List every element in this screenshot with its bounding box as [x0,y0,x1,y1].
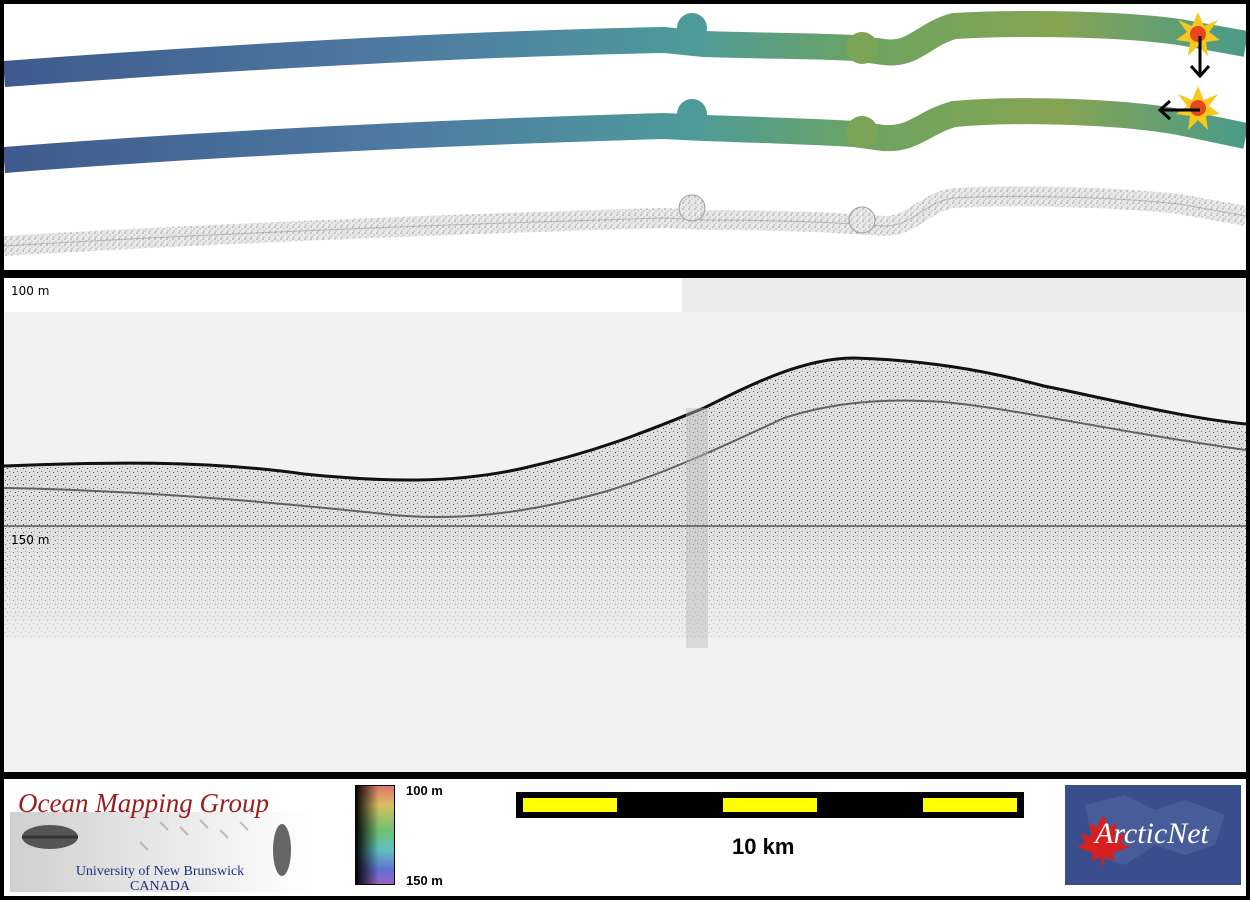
logo-university: University of New Brunswick [75,864,245,879]
swath-track-backscatter [4,186,1246,256]
logo-country: CANADA [130,879,190,894]
arrow-left-icon [1157,99,1200,121]
swath-track-1 [4,11,1246,87]
logo-title: Ocean Mapping Group [18,788,269,818]
arrow-down-icon [1189,36,1211,79]
seafloor-reflector [4,356,1246,482]
subbottom-reflector [4,399,1246,519]
sun-burst-icon [1176,86,1220,130]
maple-leaf-icon [1077,815,1129,869]
scale-bar [516,792,1024,818]
scale-label: 10 km [732,834,795,859]
echogram [4,278,1246,678]
depth-label-top: 100 m [11,284,50,298]
depth-label-mid: 150 m [11,533,50,547]
colorbar-shade [355,785,395,885]
echogram-panel: 100 m 150 m [4,278,1246,772]
colorbar-bottom-label: 150 m [406,873,443,888]
ocean-mapping-group-logo: Ocean Mapping Group University of New Br… [10,782,310,894]
footer-panel: Ocean Mapping Group University of New Br… [4,779,1246,896]
scale-segment [723,798,817,812]
swath-track-2 [4,98,1246,173]
swath-map-panel [4,4,1246,270]
sun-burst-icon [1176,12,1220,56]
scale-segment [923,798,1017,812]
scale-segment [523,798,617,812]
arcticnet-logo: ArcticNet [1065,785,1241,885]
swath-map [4,11,1246,256]
colorbar-top-label: 100 m [406,783,443,798]
partner-logo-text: ArcticNet [1095,817,1209,850]
